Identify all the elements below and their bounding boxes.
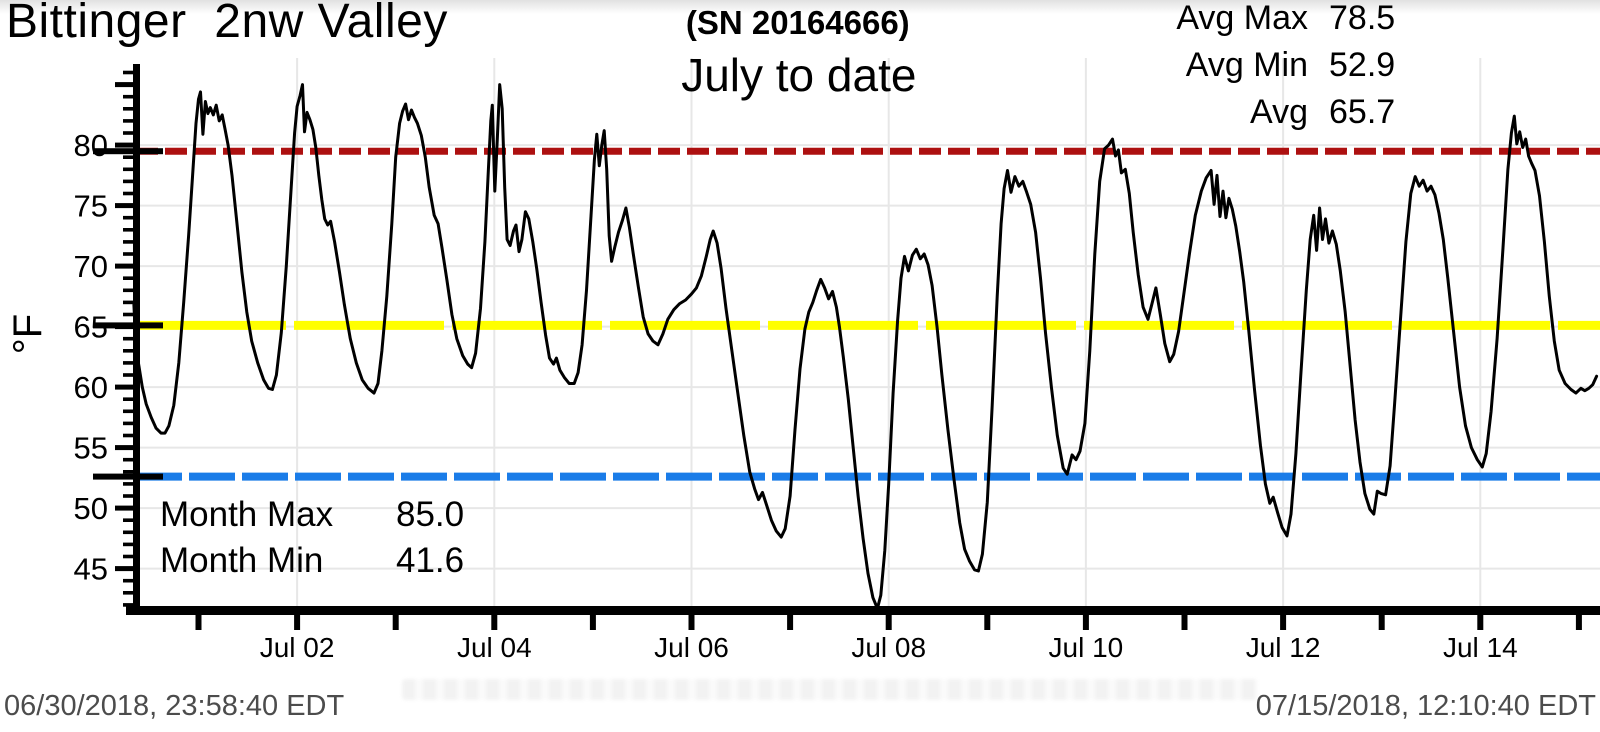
min-line-marker-tick (93, 473, 163, 480)
svg-text:Jul 08: Jul 08 (851, 632, 926, 663)
avg-min-row: Avg Min 52.9 (1176, 42, 1425, 89)
temperature-trace (132, 83, 1599, 610)
start-timestamp: 06/30/2018, 23:58:40 EDT (4, 690, 345, 722)
month-min-row: Month Min 41.6 (160, 538, 464, 584)
svg-text:Jul 04: Jul 04 (457, 632, 532, 663)
avg-line-marker-tick (93, 322, 163, 329)
svg-text:70: 70 (74, 249, 108, 284)
svg-text:60: 60 (74, 370, 108, 405)
y-axis-unit-label: °F (5, 313, 50, 355)
month-max-row: Month Max 85.0 (160, 492, 464, 538)
svg-text:80: 80 (74, 128, 108, 163)
y-axis-labels: 45 50 55 60 65 70 75 80 (74, 128, 108, 586)
serial-number: (SN 20164666) (685, 4, 910, 41)
avg-row: Avg 65.7 (1176, 89, 1425, 136)
avg-label: Avg (1250, 93, 1308, 131)
month-max-value: 85.0 (396, 495, 465, 534)
month-stats-block: Month Max 85.0 Month Min 41.6 (160, 492, 464, 584)
chart-subtitle: July to date (681, 49, 917, 101)
month-max-label: Month Max (160, 495, 334, 534)
x-axis-labels: Jul 02 Jul 04 Jul 06 Jul 08 Jul 10 Jul 12 Jul … (260, 632, 1518, 663)
svg-text:Jul 12: Jul 12 (1246, 632, 1321, 663)
avg-value: 65.7 (1329, 93, 1396, 131)
svg-text:Jul 14: Jul 14 (1443, 632, 1518, 663)
svg-text:Jul 06: Jul 06 (654, 632, 729, 663)
svg-text:45: 45 (74, 552, 108, 587)
svg-text:55: 55 (74, 431, 108, 466)
month-min-label: Month Min (160, 541, 324, 580)
vertical-gridlines (296, 58, 1482, 612)
end-timestamp: 07/15/2018, 12:10:40 EDT (1255, 690, 1596, 722)
svg-text:Jul 02: Jul 02 (260, 632, 335, 663)
svg-text:75: 75 (74, 189, 108, 224)
svg-text:65: 65 (74, 310, 108, 345)
avg-min-label: Avg Min (1185, 46, 1308, 84)
max-line-marker-tick (93, 148, 163, 155)
station-name: Bittinger 2nw Valley (6, 0, 448, 48)
x-axis-ticks (195, 615, 1582, 630)
reference-lines (136, 147, 1600, 481)
month-min-value: 41.6 (396, 541, 465, 580)
svg-text:Jul 10: Jul 10 (1049, 632, 1124, 663)
svg-text:50: 50 (74, 491, 108, 526)
y-axis-ticks (93, 70, 163, 607)
avg-max-label: Avg Max (1176, 0, 1308, 37)
average-stats-block: Avg Max 78.5 Avg Min 52.9 Avg 65.7 (1176, 0, 1425, 136)
avg-max-value: 78.5 (1329, 0, 1396, 37)
axes (126, 64, 1600, 615)
avg-min-value: 52.9 (1329, 46, 1396, 84)
avg-max-row: Avg Max 78.5 (1176, 0, 1425, 42)
